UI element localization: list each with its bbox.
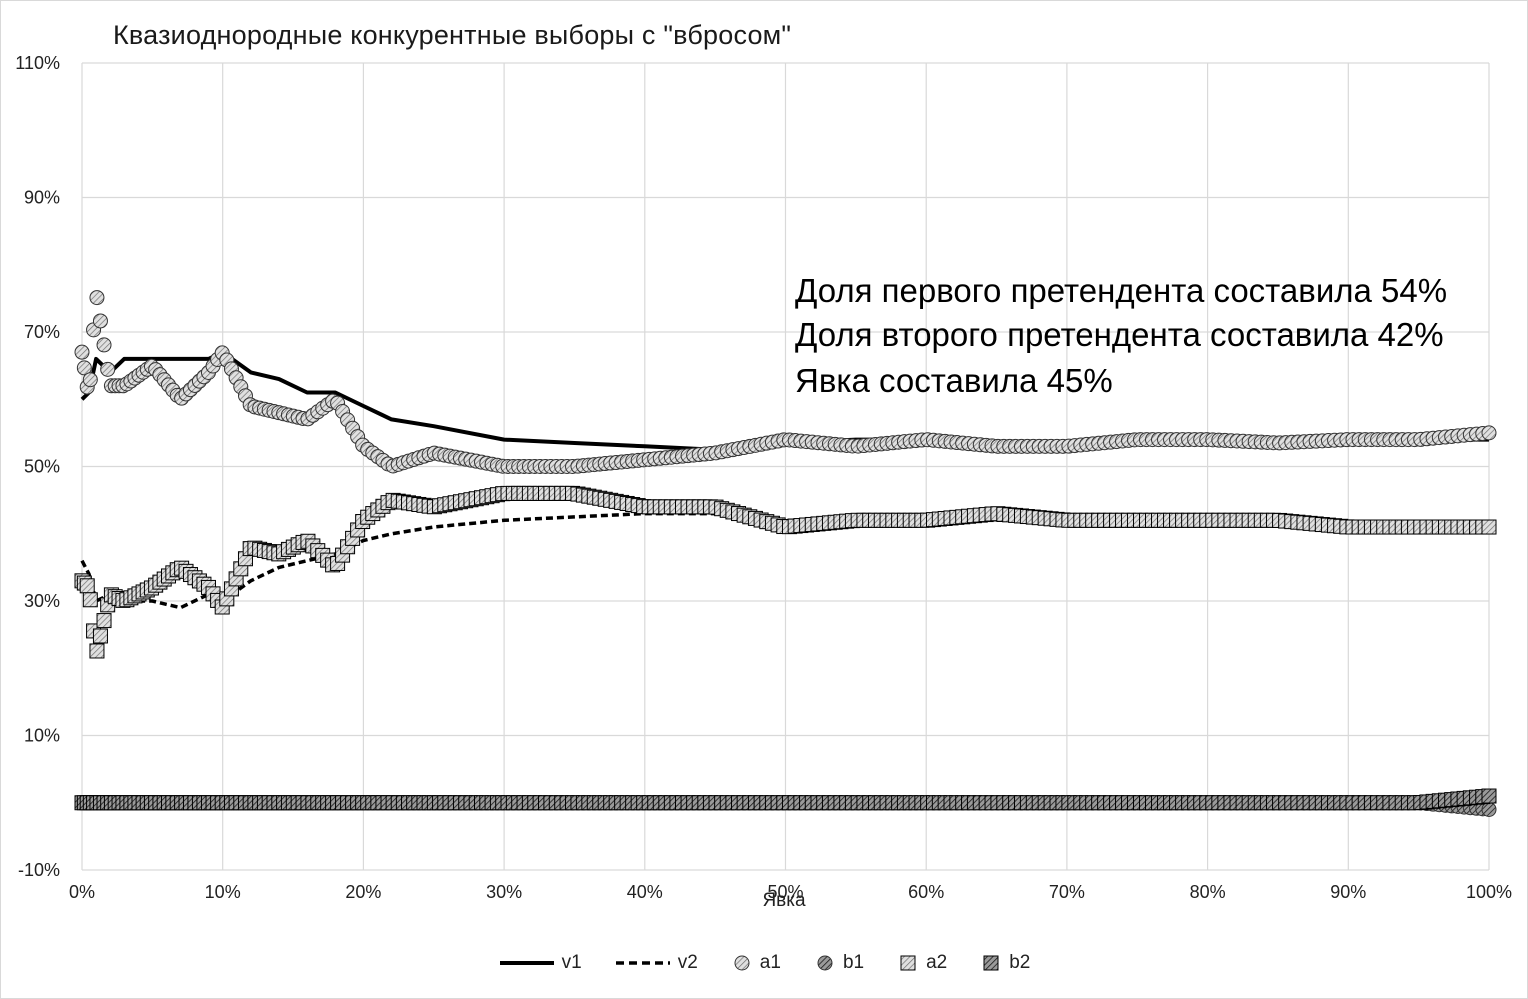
series-v2 [80, 511, 1489, 610]
marker-a1 [74, 344, 90, 360]
marker-b1 [1481, 801, 1497, 817]
legend-swatch-a1 [734, 955, 750, 971]
legend-label-a1: a1 [759, 952, 781, 973]
series-b2 [74, 788, 1497, 811]
chart-title: Квазиоднородные конкурентные выборы с "в… [113, 20, 792, 50]
legend-item-a2: a2 [896, 952, 947, 974]
marker-b2 [1481, 788, 1497, 804]
y-tick-label: 70% [24, 322, 60, 342]
marker-a2 [1481, 519, 1497, 535]
series-line-v2 [80, 511, 1489, 610]
series-a2 [74, 485, 1497, 659]
x-tick-label: 80% [1190, 882, 1226, 902]
legend-item-b2: b2 [979, 952, 1030, 974]
legend-swatch-b2 [983, 955, 999, 971]
legend-label-a2: a2 [926, 952, 948, 973]
series-layer [74, 290, 1497, 817]
y-tick-label: 10% [24, 726, 60, 746]
legend-swatch-v1 [499, 961, 554, 965]
x-tick-label: 100% [1466, 882, 1512, 902]
marker-a1 [76, 360, 92, 376]
annotation-first-candidate: Доля первого претендента составила 54% [795, 272, 1448, 309]
legend: v1 v2 a1 b1 a2 b2 [0, 952, 1528, 974]
x-tick-label: 50% [767, 882, 803, 902]
x-tick-label: 70% [1049, 882, 1085, 902]
marker-a2 [82, 592, 98, 608]
marker-a2 [89, 643, 105, 659]
y-tick-label: 30% [24, 591, 60, 611]
legend-label-v2: v2 [677, 952, 698, 973]
axes: -10% 10% 30% 50% 70% 90% 110% 0% 10% 20% 30% 40% 50%… [15, 53, 1512, 902]
marker-a1 [96, 337, 112, 353]
x-tick-label: 0% [69, 882, 95, 902]
grid [81, 62, 1490, 871]
marker-a2 [96, 613, 112, 629]
y-tick-label: 90% [24, 188, 60, 208]
x-tick-label: 90% [1330, 882, 1366, 902]
legend-swatch-b1 [817, 955, 833, 971]
legend-item-a1: a1 [730, 952, 781, 974]
legend-label-b2: b2 [1009, 952, 1031, 973]
series-a1 [74, 290, 1497, 474]
x-axis-label: Явка [762, 890, 806, 911]
marker-a1 [92, 313, 108, 329]
legend-item-v1: v1 [498, 952, 582, 974]
y-tick-label: 110% [15, 53, 60, 73]
legend-item-b1: b1 [813, 952, 864, 974]
x-tick-label: 40% [627, 882, 663, 902]
legend-label-v1: v1 [561, 952, 582, 973]
x-tick-label: 20% [345, 882, 381, 902]
x-tick-label: 10% [205, 882, 241, 902]
legend-label-b1: b1 [842, 952, 865, 973]
marker-a1 [100, 361, 116, 377]
x-tick-label: 30% [486, 882, 522, 902]
x-tick-label: 60% [908, 882, 944, 902]
legend-swatch-v2 [615, 961, 670, 965]
legend-item-v2: v2 [614, 952, 698, 974]
legend-swatch-a2 [900, 955, 916, 971]
y-tick-label: -10% [18, 860, 60, 880]
annotation-turnout: Явка составила 45% [795, 362, 1113, 399]
marker-a1 [82, 372, 98, 388]
marker-a1 [89, 290, 105, 306]
marker-a2 [92, 628, 108, 644]
marker-a1 [1481, 425, 1497, 441]
marker-a2 [79, 578, 95, 594]
y-tick-label: 50% [24, 457, 60, 477]
annotation-second-candidate: Доля второго претендента составила 42% [795, 316, 1444, 353]
